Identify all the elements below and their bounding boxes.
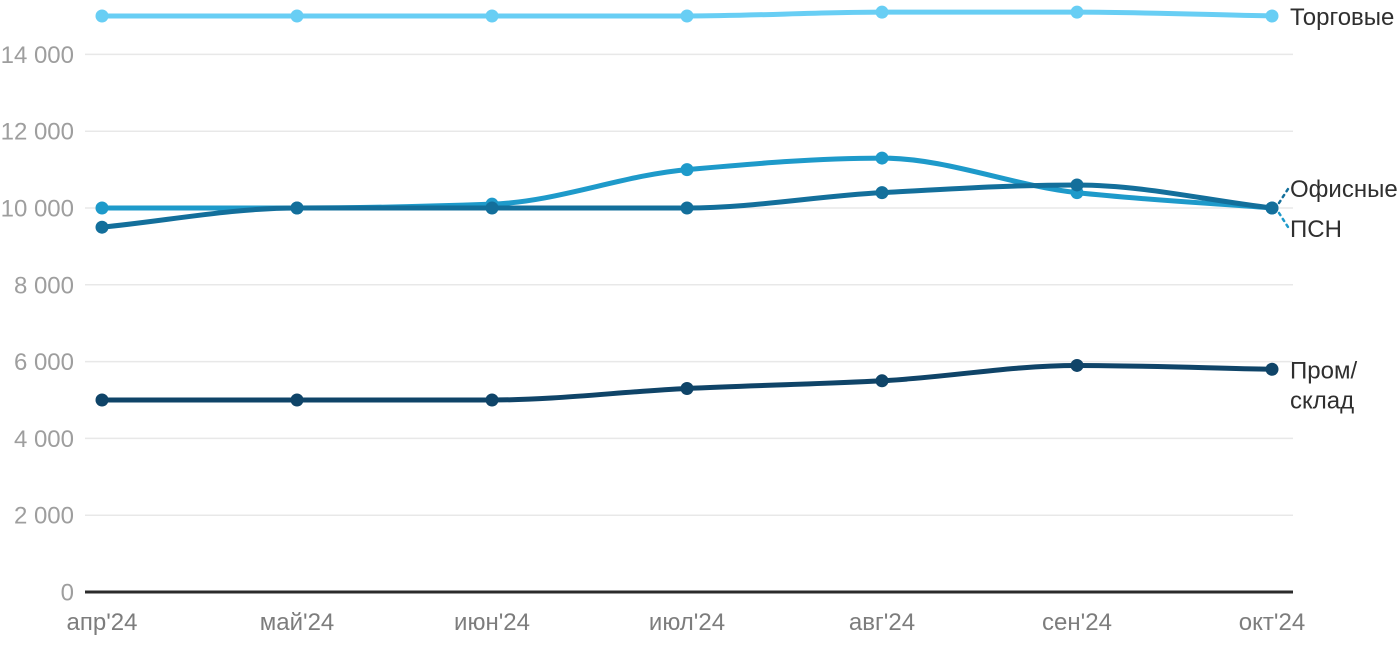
data-point-торговые — [485, 9, 499, 23]
data-point-офисные — [680, 201, 694, 215]
x-tick-label: апр'24 — [67, 609, 138, 636]
leader-line-офисные — [1277, 187, 1290, 205]
data-point-офисные — [1070, 178, 1084, 192]
data-point-торговые — [290, 9, 304, 23]
x-tick-label: окт'24 — [1239, 609, 1305, 636]
data-point-офисные — [485, 201, 499, 215]
y-tick-label: 8 000 — [14, 272, 74, 299]
data-point-торговые — [875, 5, 889, 19]
x-tick-label: авг'24 — [849, 609, 915, 636]
leader-line-псн — [1277, 211, 1290, 229]
data-point-торговые — [1070, 5, 1084, 19]
y-tick-label: 2 000 — [14, 503, 74, 530]
y-tick-label: 12 000 — [1, 119, 74, 146]
data-point-пром-склад — [95, 393, 109, 407]
data-point-пром-склад — [485, 393, 499, 407]
x-tick-label: июл'24 — [649, 609, 725, 636]
data-point-офисные — [1265, 201, 1279, 215]
data-point-пром-склад — [1070, 358, 1084, 372]
data-point-псн — [95, 201, 109, 215]
series-label-офисные: Офисные — [1290, 176, 1398, 203]
y-tick-label: 14 000 — [1, 42, 74, 69]
series-label-торговые: Торговые — [1290, 4, 1394, 31]
data-point-псн — [875, 151, 889, 165]
series-label-псн: ПСН — [1290, 216, 1342, 243]
data-point-офисные — [290, 201, 304, 215]
data-point-офисные — [95, 220, 109, 234]
y-tick-label: 4 000 — [14, 426, 74, 453]
x-tick-label: май'24 — [260, 609, 335, 636]
axis-layer: 0 2 000 4 000 6 000 8 000 10 000 12 000 14 000 а… — [1, 42, 1306, 636]
series-layer — [95, 5, 1279, 407]
data-point-псн — [680, 163, 694, 177]
data-point-торговые — [680, 9, 694, 23]
grid-layer — [85, 53, 1293, 516]
x-tick-label: июн'24 — [454, 609, 530, 636]
y-tick-label: 6 000 — [14, 349, 74, 376]
data-point-пром-склад — [290, 393, 304, 407]
data-point-торговые — [1265, 9, 1279, 23]
data-point-пром-склад — [875, 374, 889, 388]
data-point-офисные — [875, 186, 889, 200]
series-label-пром-склад: Пром/ — [1290, 357, 1357, 384]
data-point-торговые — [95, 9, 109, 23]
data-point-пром-склад — [680, 381, 694, 395]
x-tick-label: сен'24 — [1042, 609, 1112, 636]
y-tick-label: 0 — [61, 580, 74, 607]
label-layer: Торговые ПСН Офисные Пром/склад — [1277, 4, 1398, 414]
series-label-пром-склад: склад — [1290, 387, 1354, 414]
y-tick-label: 10 000 — [1, 196, 74, 223]
data-point-пром-склад — [1265, 362, 1279, 376]
